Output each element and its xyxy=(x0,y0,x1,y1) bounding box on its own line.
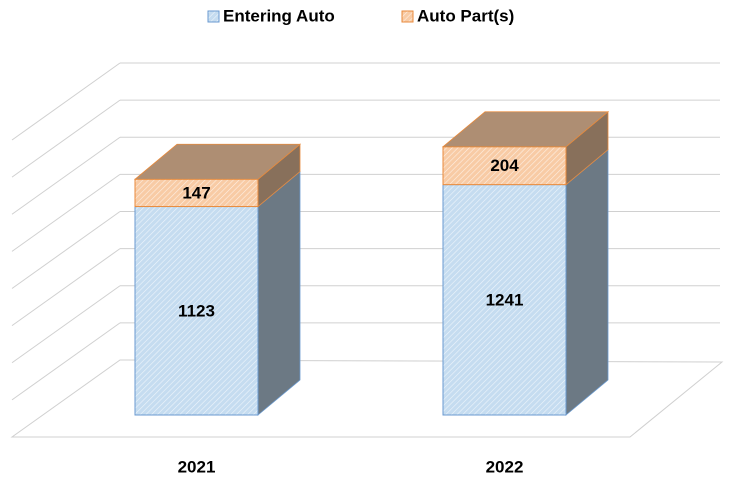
data-label: 204 xyxy=(490,156,519,175)
legend-label: Auto Part(s) xyxy=(417,6,514,25)
grid-line xyxy=(11,248,121,327)
bar xyxy=(134,206,259,416)
legend-swatch xyxy=(207,10,220,23)
data-label: 1123 xyxy=(178,301,215,320)
grid-line xyxy=(11,285,121,364)
bar-top xyxy=(133,143,302,180)
x-tick-label: 2022 xyxy=(486,457,524,476)
bar xyxy=(442,146,567,186)
bar-side xyxy=(257,170,301,416)
grid-line xyxy=(11,136,121,215)
grid-line xyxy=(11,211,121,289)
data-label: 1241 xyxy=(486,290,524,309)
bar-side xyxy=(565,148,609,416)
bar xyxy=(442,184,567,416)
legend-swatch xyxy=(401,10,414,23)
grid-line xyxy=(11,62,121,141)
grid-line xyxy=(11,99,121,178)
grid-line xyxy=(11,173,121,252)
data-label: 147 xyxy=(182,183,210,202)
bar xyxy=(134,178,259,208)
x-tick-label: 2021 xyxy=(178,457,216,476)
legend-label: Entering Auto xyxy=(223,6,335,25)
bar-top xyxy=(441,111,610,148)
grid-line xyxy=(11,322,121,401)
floor xyxy=(10,359,724,438)
